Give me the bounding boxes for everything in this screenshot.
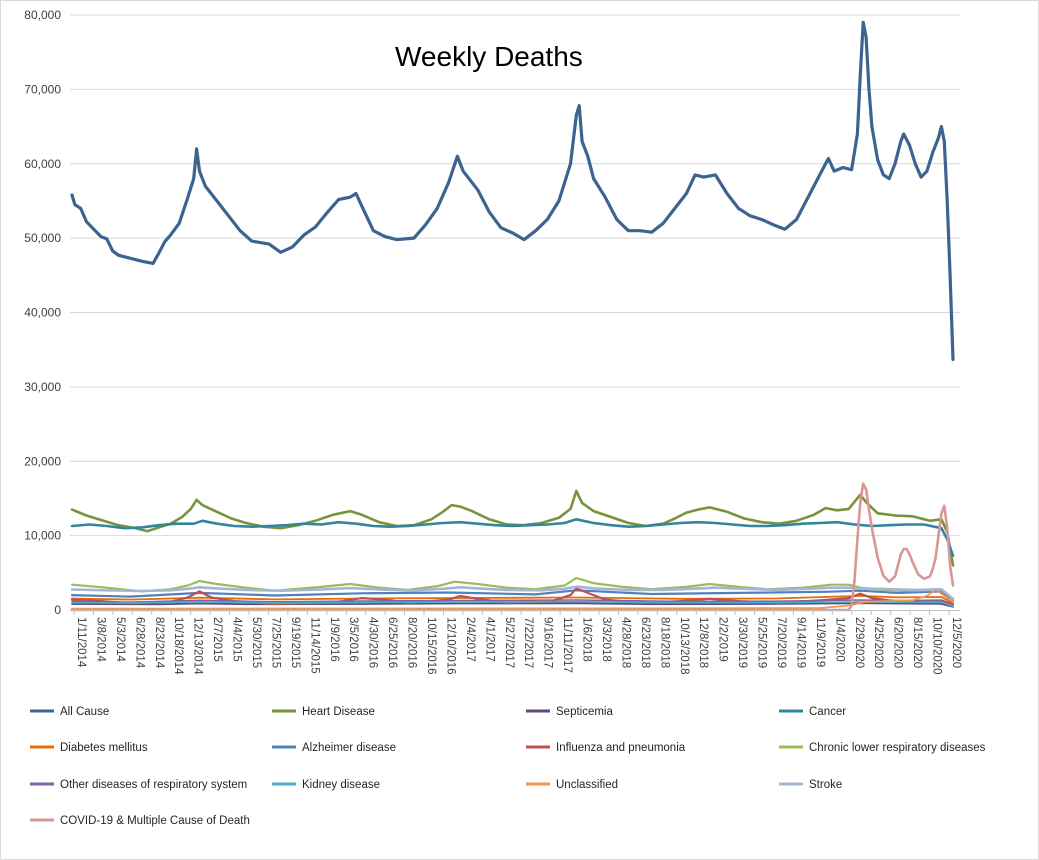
- x-tick-label: 5/3/2014: [114, 617, 126, 662]
- legend-label: Kidney disease: [302, 779, 380, 791]
- x-tick-label: 7/22/2017: [522, 617, 534, 668]
- x-tick-label: 8/18/2018: [658, 617, 670, 668]
- x-tick-label: 7/20/2019: [775, 617, 787, 668]
- legend-label: Alzheimer disease: [302, 742, 396, 754]
- series-line-heart-disease: [70, 489, 955, 567]
- x-tick-label: 3/30/2019: [736, 617, 748, 668]
- x-tick-label: 9/14/2019: [794, 617, 806, 668]
- series-line-all-cause: [70, 20, 955, 361]
- y-tick-label: 30,000: [24, 380, 61, 394]
- legend-label: Heart Disease: [302, 706, 375, 718]
- x-tick-label: 6/23/2018: [639, 617, 651, 668]
- x-tick-label: 11/14/2015: [308, 617, 320, 674]
- legend-label: Stroke: [809, 779, 842, 791]
- series-line-alzheimer-disease: [70, 589, 955, 602]
- x-tick-label: 1/9/2016: [328, 617, 340, 662]
- series-lines: [70, 20, 955, 612]
- series-line-covid-19-multiple-cause-of-death: [70, 482, 955, 612]
- x-tick-label: 3/8/2014: [94, 617, 106, 662]
- x-tick-label: 10/18/2014: [172, 617, 184, 675]
- x-tick-label: 9/19/2015: [289, 617, 301, 668]
- y-tick-label: 50,000: [24, 231, 61, 245]
- x-tick-label: 12/5/2020: [950, 617, 962, 668]
- legend: All Cause Heart Disease Septicemia Cancer Di…: [30, 706, 986, 827]
- x-tick-label: 9/16/2017: [542, 617, 554, 668]
- x-tick-label: 8/20/2016: [406, 617, 418, 668]
- x-tick-label: 2/4/2017: [464, 617, 476, 662]
- gridlines: [70, 14, 960, 537]
- legend-label: Diabetes mellitus: [60, 742, 148, 754]
- x-tick-label: 5/25/2019: [756, 617, 768, 668]
- legend-label: COVID-19 & Multiple Cause of Death: [60, 815, 250, 827]
- legend-label: Chronic lower respiratory diseases: [809, 742, 986, 754]
- x-tick-label: 4/1/2017: [483, 617, 495, 662]
- legend-label: Cancer: [809, 706, 846, 718]
- x-tick-label: 6/28/2014: [133, 617, 145, 669]
- x-tick-label: 10/15/2016: [425, 617, 437, 675]
- x-tick-label: 4/30/2016: [367, 617, 379, 668]
- x-tick-label: 1/11/2014: [75, 617, 87, 668]
- legend-label: Influenza and pneumonia: [556, 742, 686, 754]
- legend-label: Unclassified: [556, 779, 618, 791]
- series-line-other-diseases-of-respiratory-system: [71, 599, 954, 606]
- x-axis-ticks: 1/11/2014 3/8/2014 5/3/2014 6/28/2014 8/23/2…: [73, 610, 962, 675]
- y-axis-ticks: 0 10,000 20,000 30,000 40,000 50,000 60,000 70,…: [24, 8, 61, 617]
- y-tick-label: 20,000: [24, 454, 61, 468]
- y-tick-label: 60,000: [24, 157, 61, 171]
- x-tick-label: 5/27/2017: [503, 617, 515, 668]
- y-tick-label: 10,000: [24, 529, 61, 543]
- x-tick-label: 1/4/2020: [833, 617, 845, 662]
- y-tick-label: 70,000: [24, 82, 61, 96]
- x-tick-label: 11/11/2017: [561, 617, 573, 673]
- y-tick-label: 40,000: [24, 306, 61, 320]
- x-tick-label: 12/8/2018: [697, 617, 709, 668]
- y-tick-label: 0: [54, 603, 61, 617]
- legend-label: All Cause: [60, 706, 109, 718]
- chart-title: Weekly Deaths: [395, 41, 583, 72]
- x-tick-label: 10/13/2018: [678, 617, 690, 675]
- x-tick-label: 2/29/2020: [853, 617, 865, 668]
- legend-label: Septicemia: [556, 706, 613, 718]
- series-line-unclassified: [71, 589, 954, 610]
- x-tick-label: 7/25/2015: [269, 617, 281, 668]
- series-line-septicemia: [71, 602, 954, 608]
- x-tick-label: 2/7/2015: [211, 617, 223, 662]
- x-tick-label: 8/23/2014: [153, 617, 165, 669]
- x-tick-label: 4/28/2018: [619, 617, 631, 668]
- series-line-stroke: [70, 585, 955, 601]
- x-tick-label: 11/9/2019: [814, 617, 826, 667]
- x-tick-label: 6/25/2016: [386, 617, 398, 668]
- x-tick-label: 10/10/2020: [931, 617, 943, 675]
- series-line-diabetes-mellitus: [71, 595, 954, 605]
- series-line-cancer: [70, 518, 955, 557]
- legend-label: Other diseases of respiratory system: [60, 779, 247, 791]
- x-tick-label: 4/4/2015: [231, 617, 243, 662]
- x-tick-label: 8/15/2020: [911, 617, 923, 668]
- x-tick-label: 3/5/2016: [347, 617, 359, 662]
- x-tick-label: 2/2/2019: [717, 617, 729, 662]
- x-tick-label: 5/30/2015: [250, 617, 262, 668]
- x-tick-label: 3/3/2018: [600, 617, 612, 662]
- x-tick-label: 4/25/2020: [872, 617, 884, 668]
- x-tick-label: 12/13/2014: [192, 617, 204, 675]
- x-tick-label: 1/6/2018: [581, 617, 593, 662]
- x-tick-label: 6/20/2020: [892, 617, 904, 668]
- x-tick-label: 12/10/2016: [444, 617, 456, 675]
- y-tick-label: 80,000: [24, 8, 61, 22]
